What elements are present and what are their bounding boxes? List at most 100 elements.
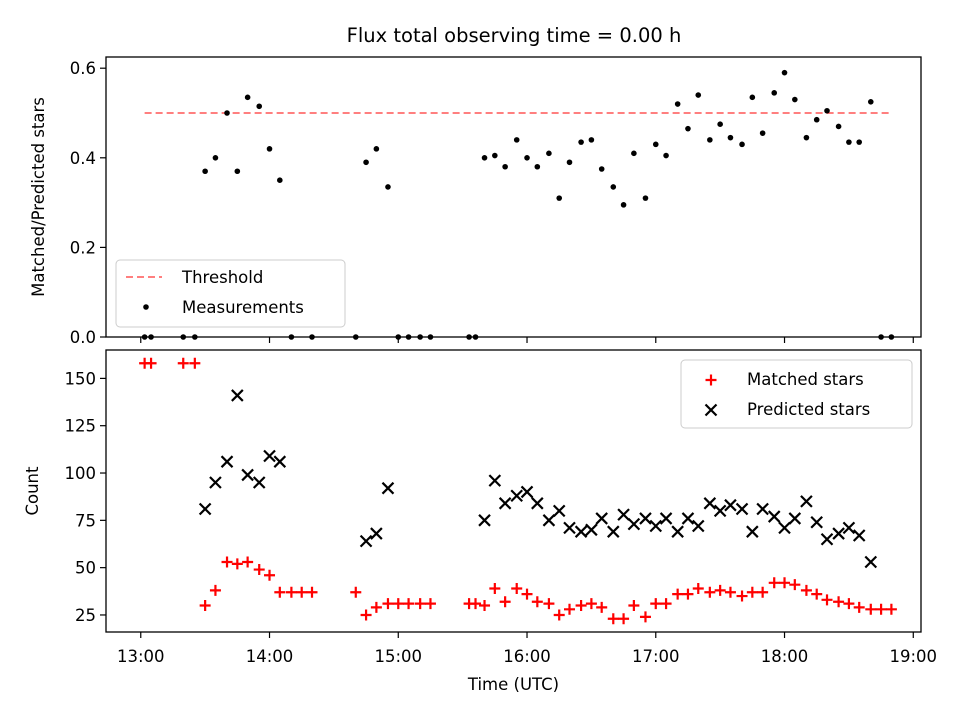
predicted-point: [552, 504, 566, 518]
predicted-point: [542, 514, 556, 527]
matched-point: [672, 588, 684, 600]
predicted-point: [273, 455, 287, 468]
measurement-point: [244, 94, 251, 101]
predicted-point: [691, 519, 705, 533]
predicted-point: [478, 514, 491, 527]
matched-point: [618, 613, 630, 625]
matched-point: [821, 594, 833, 606]
measurement-point: [642, 195, 649, 201]
matched-point: [596, 601, 608, 613]
y-tick-label: 50: [75, 559, 96, 578]
y-axis-label: Matched/Predicted stars: [29, 97, 48, 297]
predicted-point: [800, 495, 813, 508]
predicted-point: [209, 476, 222, 489]
matched-point: [392, 598, 404, 610]
legend-label: Predicted stars: [747, 400, 870, 419]
axes-frame: [105, 349, 922, 633]
y-tick-label: 125: [65, 417, 97, 436]
top-markers: [141, 69, 895, 340]
legend-top: Threshold Measurements: [115, 259, 346, 328]
predicted-point: [381, 481, 395, 495]
matched-point: [843, 598, 855, 610]
legend-bottom: Matched stars Predicted stars: [680, 359, 913, 429]
matched-point: [833, 596, 845, 608]
x-tick-label: 19:00: [889, 647, 937, 666]
matched-point: [682, 588, 694, 600]
matched-point: [489, 582, 501, 594]
predicted-point: [842, 521, 856, 535]
predicted-point: [756, 502, 769, 516]
predicted-point: [649, 519, 663, 533]
matched-point: [768, 577, 780, 589]
matched-point: [724, 586, 736, 598]
matched-point: [575, 600, 587, 612]
measurement-point: [588, 137, 595, 143]
x-tick-label: 18:00: [761, 647, 809, 666]
predicted-point: [520, 485, 534, 499]
x-tick-label: 16:00: [503, 647, 551, 666]
matched-point: [521, 588, 533, 600]
y-tick-label: 0.6: [70, 59, 96, 78]
matched-point: [199, 600, 211, 612]
measurement-point: [739, 141, 745, 148]
matched-point: [650, 598, 662, 610]
predicted-point: [563, 521, 576, 535]
predicted-point: [681, 512, 695, 525]
y-tick-label: 100: [65, 464, 97, 483]
matched-point: [511, 582, 523, 594]
measurement-point: [867, 99, 874, 105]
predicted-point: [671, 525, 684, 538]
matched-point: [350, 586, 362, 598]
measurement-point: [363, 159, 369, 166]
predicted-point: [198, 502, 212, 516]
matched-point: [382, 598, 394, 610]
legend-box: [680, 359, 913, 429]
measurement-point: [385, 184, 391, 190]
measurement-point: [835, 123, 842, 130]
predicted-point: [832, 527, 845, 540]
measurement-point: [695, 92, 702, 98]
measurement-point: [759, 130, 766, 136]
measurement-point: [749, 94, 756, 101]
x-tick-label: 14:00: [246, 647, 294, 666]
legend-label: Measurements: [182, 298, 304, 317]
matched-point: [296, 586, 308, 598]
measurement-point: [202, 168, 208, 175]
predicted-point: [488, 474, 502, 487]
y-tick-label: 150: [65, 369, 97, 388]
predicted-point: [713, 504, 727, 518]
measurement-point: [513, 137, 520, 143]
matched-point: [564, 603, 576, 615]
predicted-point: [627, 517, 641, 531]
legend-label: Matched stars: [747, 370, 864, 389]
matched-point: [370, 601, 382, 613]
measurement-point: [234, 168, 241, 175]
predicted-point: [788, 512, 802, 525]
matched-point: [253, 564, 265, 576]
matched-point: [531, 596, 543, 608]
matched-point: [875, 603, 887, 615]
bottom-markers: [139, 357, 897, 625]
predicted-point: [639, 512, 652, 525]
matched-point: [499, 596, 511, 608]
predicted-point: [659, 512, 673, 525]
measurement-point: [717, 121, 723, 127]
measurement-point: [781, 69, 788, 76]
matched-point: [424, 598, 436, 610]
measurement-point: [492, 152, 498, 159]
y-tick-label: 25: [75, 606, 96, 625]
measurement-point: [771, 90, 778, 96]
y-tick-label: 0.2: [70, 238, 96, 257]
matched-point: [853, 601, 865, 613]
measurement-point: [631, 150, 637, 157]
predicted-point: [864, 555, 878, 569]
figure-title: Flux total observing time = 0.00 h: [347, 24, 682, 47]
bottom-panel-plot: 25 50 75 100 125 150 13:00 14:00 15:00 16:00 17:00…: [23, 349, 937, 694]
measurement-point: [824, 107, 830, 114]
measurement-point: [803, 134, 810, 141]
y-tick-label: 0.0: [70, 328, 96, 347]
matched-point: [607, 613, 619, 625]
y-tick-label: 75: [75, 511, 96, 530]
measurement-point: [224, 110, 230, 116]
